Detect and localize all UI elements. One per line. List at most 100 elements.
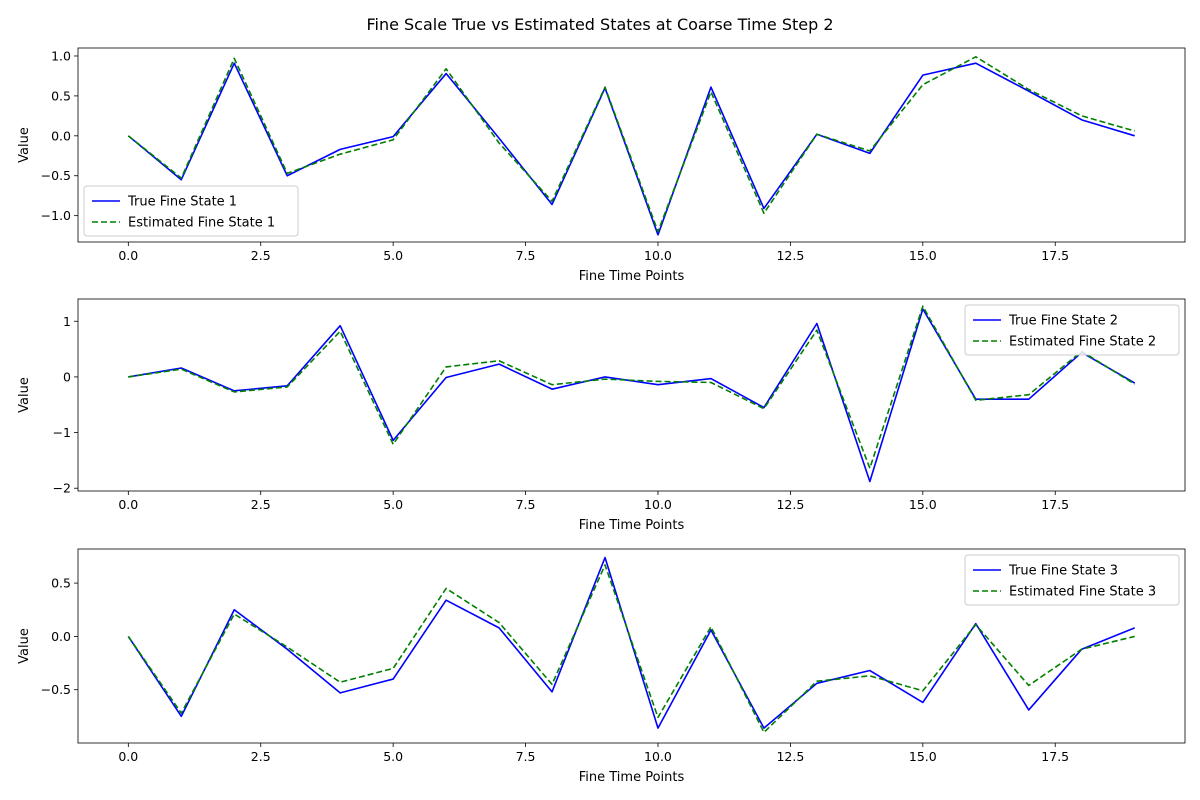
data-point bbox=[921, 689, 924, 692]
data-point bbox=[550, 203, 553, 206]
data-point bbox=[709, 377, 712, 380]
data-point bbox=[921, 305, 924, 308]
axes-frame bbox=[77, 47, 1186, 243]
x-tick-label: 17.5 bbox=[1041, 248, 1069, 263]
y-tick-label: −1 bbox=[53, 425, 71, 440]
legend-label: Estimated Fine State 3 bbox=[1009, 585, 1156, 600]
data-point bbox=[445, 599, 448, 602]
data-point bbox=[709, 86, 712, 89]
data-point bbox=[339, 324, 342, 327]
data-point bbox=[180, 712, 183, 715]
data-point bbox=[656, 383, 659, 386]
y-tick-label: 1 bbox=[63, 314, 71, 329]
x-tick-label: 10.0 bbox=[644, 248, 672, 263]
data-point bbox=[1133, 134, 1136, 137]
x-tick-label: 5.0 bbox=[383, 749, 403, 764]
data-point bbox=[1133, 626, 1136, 629]
x-tick-label: 0.0 bbox=[118, 497, 138, 512]
x-tick-label: 5.0 bbox=[383, 248, 403, 263]
data-point bbox=[1027, 708, 1030, 711]
data-point bbox=[339, 681, 342, 684]
data-point bbox=[1133, 383, 1136, 386]
data-point bbox=[233, 608, 236, 611]
legend: True Fine State 3 Estimated Fine State 3 bbox=[964, 554, 1180, 606]
data-point bbox=[1080, 118, 1083, 121]
y-tick-label: 0.0 bbox=[51, 629, 71, 644]
x-tick-label: 12.5 bbox=[776, 248, 804, 263]
data-point bbox=[127, 375, 130, 378]
data-point bbox=[339, 148, 342, 151]
legend: True Fine State 2 Estimated Fine State 2 bbox=[964, 304, 1180, 356]
x-tick-label: 2.5 bbox=[251, 497, 271, 512]
y-tick-label: −0.5 bbox=[41, 682, 71, 697]
series-line-2 bbox=[127, 564, 1135, 734]
data-point bbox=[921, 701, 924, 704]
legend-label: True Fine State 2 bbox=[1008, 314, 1118, 329]
x-axis-label: Fine Time Points bbox=[579, 518, 685, 533]
data-point bbox=[1080, 648, 1083, 651]
legend-box bbox=[964, 554, 1180, 606]
data-point bbox=[497, 621, 500, 624]
data-point bbox=[286, 645, 289, 648]
y-axis-label: Value bbox=[17, 377, 32, 413]
x-tick-label: 17.5 bbox=[1041, 497, 1069, 512]
data-point bbox=[603, 556, 606, 559]
data-point bbox=[709, 381, 712, 384]
y-tick-label: −2 bbox=[53, 481, 71, 496]
y-axis-label: Value bbox=[17, 127, 32, 163]
data-point bbox=[1133, 129, 1136, 132]
data-point bbox=[974, 62, 977, 65]
data-point bbox=[550, 383, 553, 386]
data-point bbox=[445, 67, 448, 70]
legend-label: Estimated Fine State 2 bbox=[1009, 335, 1156, 350]
data-point bbox=[497, 626, 500, 629]
data-point bbox=[392, 677, 395, 680]
x-axis-label: Fine Time Points bbox=[579, 770, 685, 785]
data-point bbox=[550, 388, 553, 391]
data-point bbox=[339, 153, 342, 156]
data-point bbox=[392, 443, 395, 446]
data-point bbox=[233, 57, 236, 60]
data-point bbox=[974, 623, 977, 626]
y-tick-label: 0.5 bbox=[51, 576, 71, 591]
legend-label: Estimated Fine State 1 bbox=[128, 216, 275, 231]
data-point bbox=[921, 74, 924, 77]
legend: True Fine State 1 Estimated Fine State 1 bbox=[83, 185, 299, 237]
x-axis-label: Fine Time Points bbox=[579, 269, 685, 284]
y-tick-label: 0 bbox=[63, 369, 71, 384]
x-tick-label: 7.5 bbox=[516, 248, 536, 263]
legend-label: True Fine State 1 bbox=[127, 195, 237, 210]
data-point bbox=[445, 376, 448, 379]
y-tick-label: 0.5 bbox=[51, 88, 71, 103]
series-line-2 bbox=[127, 55, 1135, 233]
y-tick-label: −0.5 bbox=[41, 168, 71, 183]
data-point bbox=[1027, 88, 1030, 91]
figure-title: Fine Scale True vs Estimated States at C… bbox=[366, 15, 833, 34]
data-point bbox=[497, 137, 500, 140]
x-tick-label: 2.5 bbox=[251, 248, 271, 263]
data-point bbox=[1027, 393, 1030, 396]
x-tick-label: 7.5 bbox=[516, 497, 536, 512]
data-point bbox=[709, 625, 712, 628]
data-point bbox=[1027, 398, 1030, 401]
data-point bbox=[286, 172, 289, 175]
data-point bbox=[815, 680, 818, 683]
data-point bbox=[550, 690, 553, 693]
data-point bbox=[127, 134, 130, 137]
data-point bbox=[868, 480, 871, 483]
x-tick-label: 15.0 bbox=[909, 497, 937, 512]
subplot-1: 0.0 2.5 5.0 7.5 10.0 12.5 15.0 17.5 −1.0 −0.5 0.0 0… bbox=[17, 47, 1186, 284]
data-point bbox=[127, 635, 130, 638]
data-point bbox=[656, 716, 659, 719]
data-point bbox=[868, 674, 871, 677]
data-point bbox=[1133, 635, 1136, 638]
x-tick-label: 17.5 bbox=[1041, 749, 1069, 764]
data-point bbox=[550, 683, 553, 686]
data-point bbox=[1027, 684, 1030, 687]
data-point bbox=[497, 359, 500, 362]
data-point bbox=[603, 86, 606, 89]
x-tick-label: 10.0 bbox=[644, 749, 672, 764]
data-point bbox=[656, 380, 659, 383]
data-point bbox=[392, 667, 395, 670]
